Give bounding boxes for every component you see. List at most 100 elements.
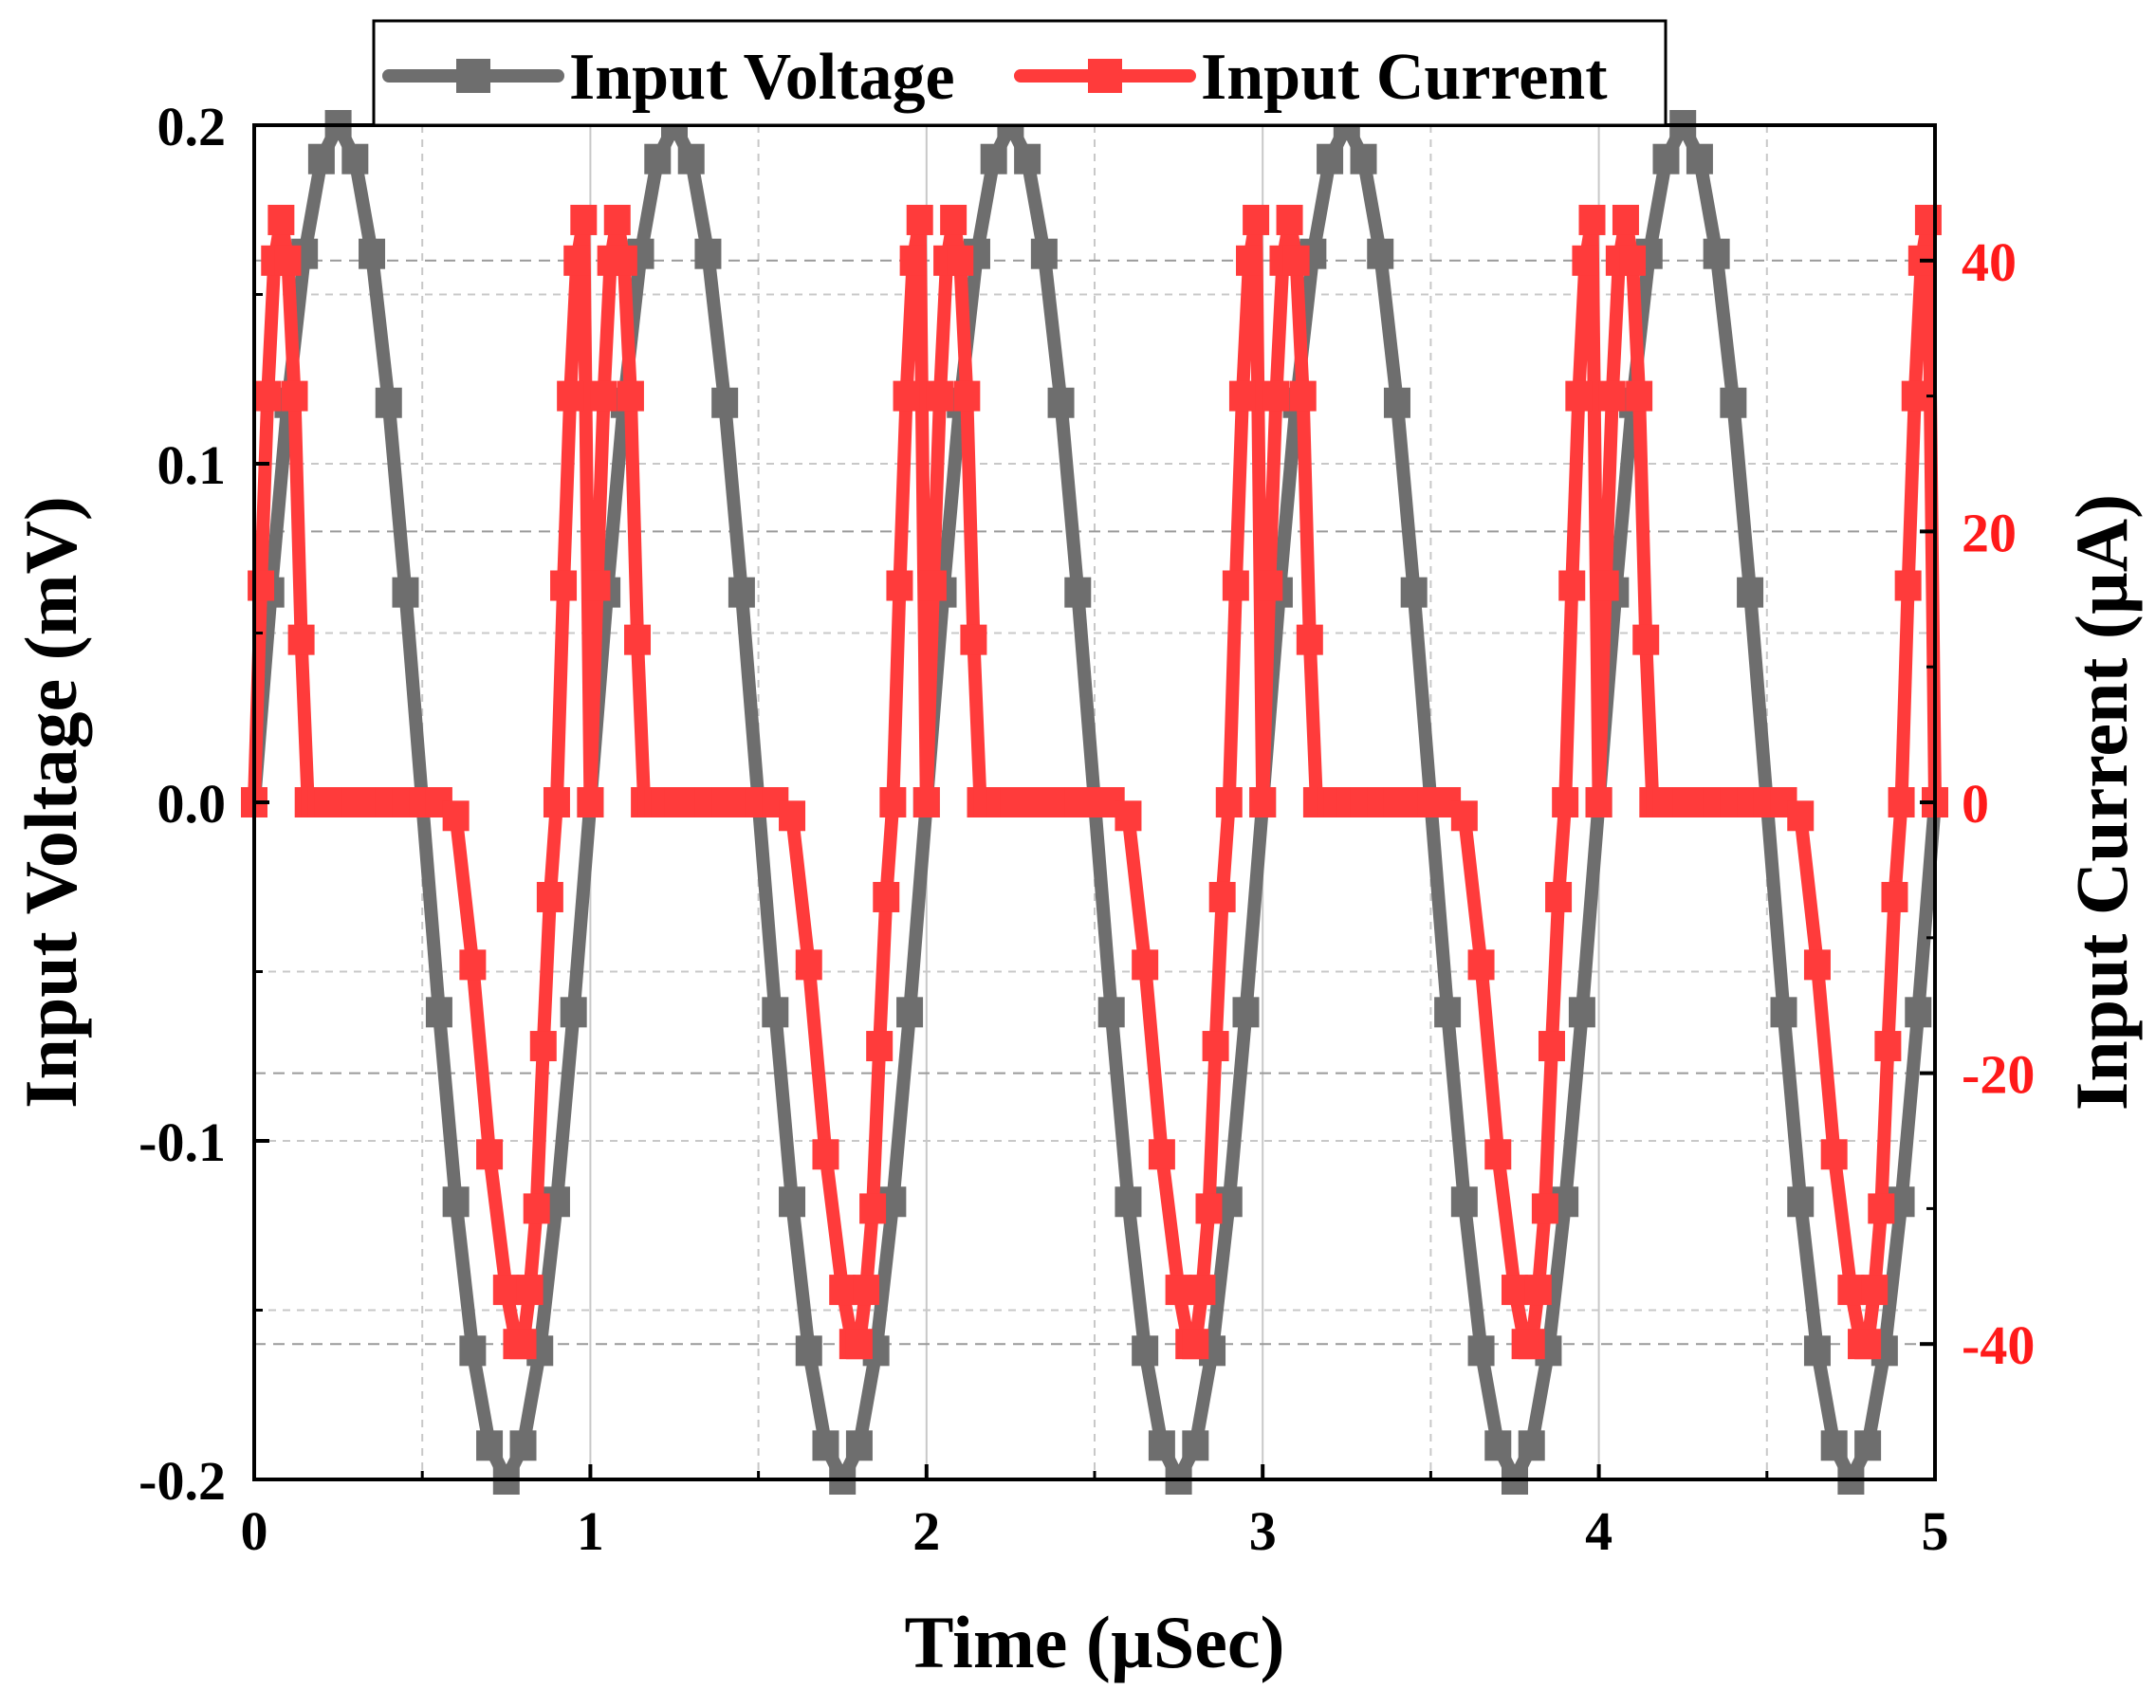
input-current-marker [1228,380,1256,412]
input-voltage-marker [1737,577,1764,608]
input-current-marker [1803,949,1831,981]
input-current-marker [940,204,967,235]
right-y-axis-title: Input Current (µA) [2060,494,2143,1111]
input-current-marker [1182,1329,1209,1360]
input-current-marker [1467,949,1495,981]
input-voltage-marker [1182,1430,1209,1461]
input-current-marker [590,380,617,412]
input-voltage-marker [375,387,402,418]
input-current-marker [1868,1193,1895,1224]
input-voltage-marker [644,143,672,174]
input-current-marker [1914,204,1942,235]
left-y-tick-label: -0.2 [138,1450,226,1512]
input-current-marker [873,881,900,912]
x-tick-label: 0 [241,1500,268,1562]
left-y-tick-label: 0.0 [157,773,227,835]
input-current-marker [281,380,308,412]
input-current-marker [509,1329,537,1360]
input-voltage-marker [359,238,386,269]
input-current-marker [1189,1275,1216,1306]
input-current-marker [1820,1139,1848,1170]
input-current-marker [1282,245,1310,276]
input-current-marker [516,1275,544,1306]
input-voltage-marker [425,997,452,1028]
x-axis-title: Time (µSec) [905,1601,1285,1683]
input-current-marker [866,1031,894,1062]
input-current-marker [1249,787,1277,817]
input-current-marker [953,380,981,412]
input-current-marker [1256,570,1283,601]
input-current-marker [523,1193,550,1224]
input-current-marker [1619,245,1647,276]
input-current-marker [960,624,987,655]
left-y-tick-label: 0.2 [157,96,227,157]
input-current-marker [563,245,591,276]
input-current-marker [442,800,470,832]
input-voltage-marker [1064,577,1092,608]
input-current-marker [583,570,611,601]
input-current-marker [577,787,604,817]
legend-label-input-voltage: Input Voltage [569,41,955,114]
input-voltage-marker [459,1335,487,1367]
input-current-marker [570,204,598,235]
input-current-marker [1592,570,1619,601]
x-tick-label: 3 [1249,1500,1277,1562]
input-voltage-marker [1467,1335,1495,1367]
x-tick-label: 2 [912,1500,940,1562]
input-current-marker [459,949,487,981]
input-voltage-marker [812,1430,839,1461]
input-voltage-marker [1770,997,1797,1028]
input-voltage-marker [1720,387,1747,418]
input-current-marker [610,245,637,276]
input-current-marker [1524,1275,1552,1306]
legend: Input Voltage Input Current [372,19,1668,127]
left-y-axis-title: Input Voltage (mV) [9,496,92,1109]
axis-ticks: 0 1 2 3 4 5 0.2 0.1 0.0 -0.1 -0.2 40 20 0 -20 -40 [138,96,2035,1562]
input-current-marker [853,1275,880,1306]
input-current-marker [617,380,644,412]
input-voltage-marker [1568,997,1595,1028]
input-current-marker [1243,204,1270,235]
input-voltage-marker [1854,1430,1882,1461]
right-y-tick-label: 20 [1962,502,2017,563]
input-voltage-marker [1518,1430,1545,1461]
input-current-marker [1626,380,1653,412]
input-voltage-marker [1132,1335,1159,1367]
x-tick-label: 5 [1922,1500,1949,1562]
input-current-marker [893,380,920,412]
input-voltage-marker [1047,387,1075,418]
input-current-marker [829,1275,857,1306]
input-voltage-marker [307,143,335,174]
input-voltage-marker [1115,1186,1142,1218]
input-current-marker [248,570,275,601]
legend-marker-input-voltage [456,59,490,93]
input-current-marker [1787,800,1815,832]
right-y-tick-label: -40 [1962,1314,2035,1376]
input-current-marker [886,570,913,601]
input-current-marker [1545,881,1573,912]
input-current-marker [1854,1329,1882,1360]
input-voltage-marker [509,1430,537,1461]
input-current-marker [476,1139,504,1170]
input-current-marker [1518,1329,1545,1360]
input-voltage-marker [560,997,587,1028]
input-voltage-marker [1030,238,1058,269]
left-y-tick-label: -0.1 [138,1111,226,1173]
input-voltage-marker [1383,387,1410,418]
input-voltage-marker [1787,1186,1815,1218]
input-voltage-marker [728,577,755,608]
x-tick-label: 1 [577,1500,604,1562]
input-current-marker [1578,204,1606,235]
input-current-series [241,204,1948,1360]
input-voltage-marker [1484,1430,1512,1461]
input-current-marker [859,1193,887,1224]
input-voltage-marker [442,1186,470,1218]
input-voltage-marker [1803,1335,1831,1367]
input-current-marker [603,204,631,235]
input-current-marker [899,245,927,276]
input-voltage-marker [845,1430,873,1461]
input-voltage-marker [476,1430,504,1461]
legend-marker-input-current [1088,59,1122,93]
input-current-marker [550,570,578,601]
